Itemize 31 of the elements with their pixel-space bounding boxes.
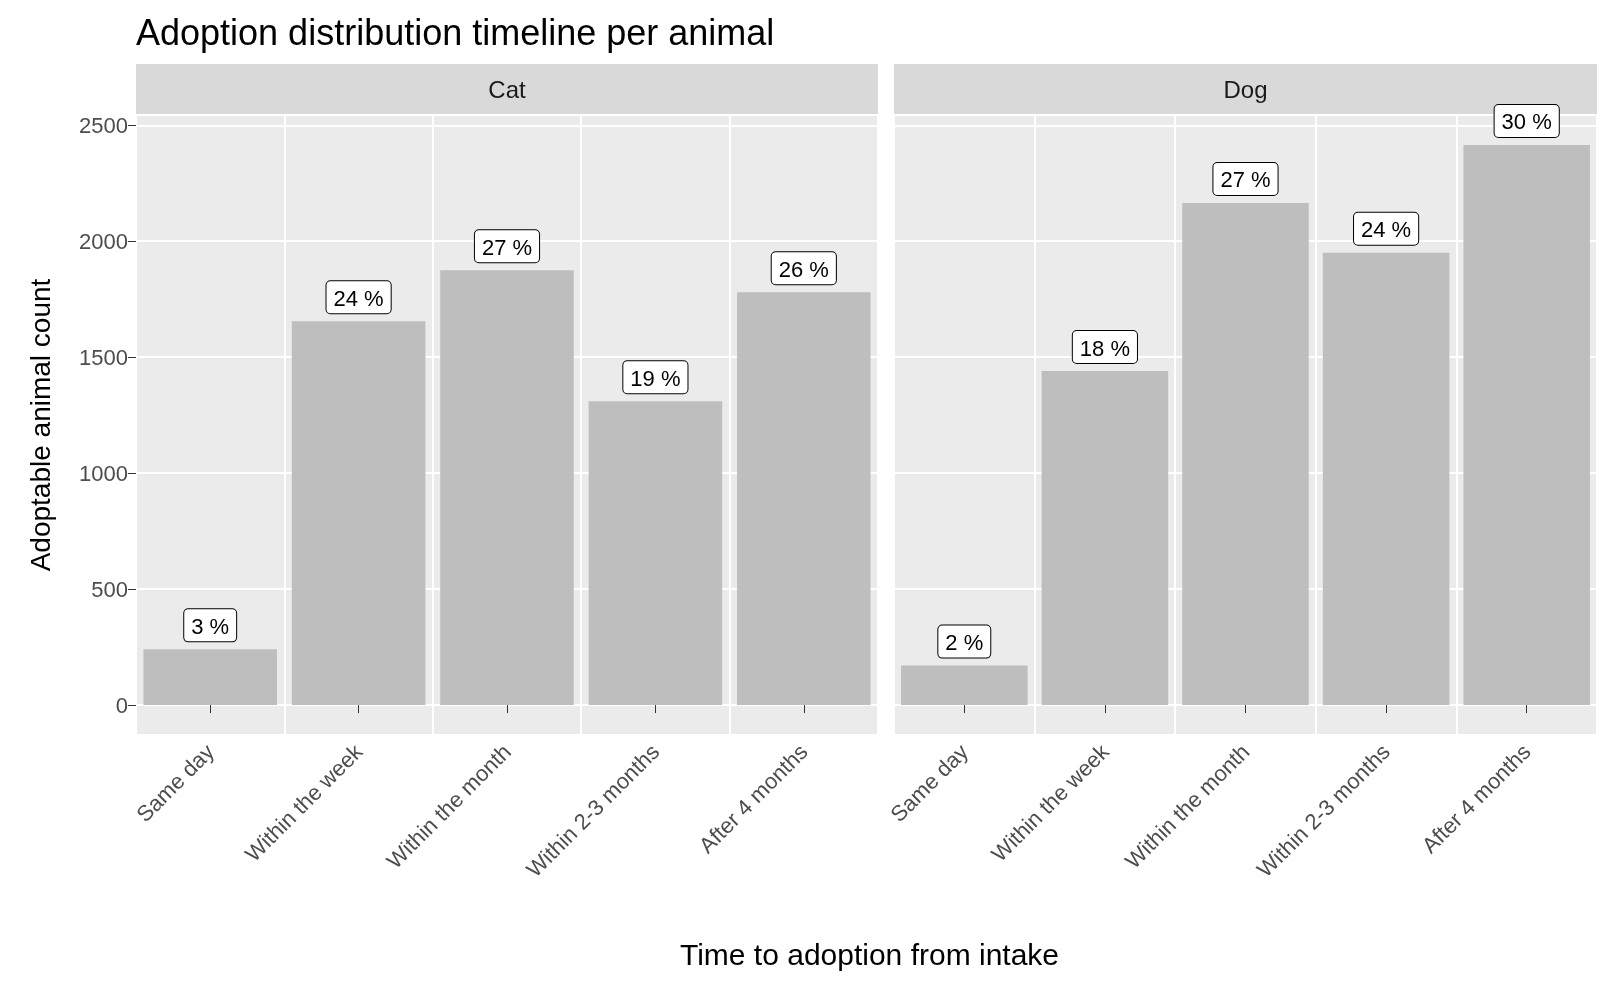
annotation: 24 % (1361, 217, 1412, 243)
bar (737, 292, 871, 706)
annotation: 24 % (333, 285, 384, 311)
annotation: 3 % (191, 613, 230, 639)
y-tick-label: 0 (115, 692, 128, 718)
y-tick-label: 1000 (79, 460, 128, 486)
annotation: 26 % (778, 256, 829, 282)
chart-subtitle: Dog (1223, 75, 1268, 103)
annotation: 2 % (945, 630, 984, 656)
bar (588, 401, 723, 706)
chart-subtitle: Cat (488, 75, 526, 103)
y-tick-label: 2000 (79, 228, 128, 254)
annotation: 30 % (1501, 109, 1552, 135)
y-axis-title: Adoptable animal count (24, 278, 56, 572)
bar (440, 270, 574, 706)
annotation: 27 % (481, 234, 533, 260)
bar (1463, 144, 1590, 706)
chart-title: Adoption distribution timeline per animal (135, 11, 776, 55)
bar (1322, 252, 1450, 706)
y-tick-label: 500 (91, 576, 128, 602)
bar (1041, 371, 1169, 706)
x-axis-title: Time to adoption from intake (678, 938, 1061, 972)
annotation: 19 % (630, 365, 681, 391)
bar (291, 321, 426, 706)
annotation: 27 % (1220, 167, 1271, 193)
bar (901, 665, 1028, 706)
bar (143, 649, 277, 706)
y-tick-label: 1500 (79, 344, 128, 370)
y-tick-label: 2500 (79, 112, 128, 138)
bar (1182, 202, 1309, 706)
annotation: 18 % (1079, 335, 1130, 361)
